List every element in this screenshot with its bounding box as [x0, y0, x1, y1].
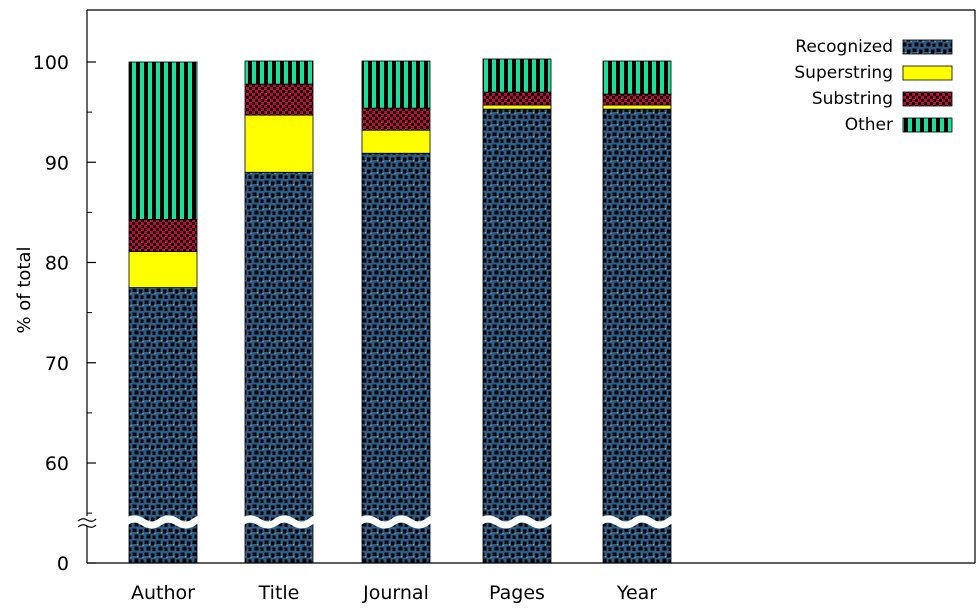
legend-label-recognized: Recognized	[795, 37, 893, 57]
bar-journal-other	[361, 60, 431, 109]
y-axis-label: % of total	[14, 246, 35, 333]
y-tick-label-60: 60	[45, 453, 69, 475]
bar-journal-substring	[361, 107, 431, 131]
x-tick-label-title: Title	[258, 582, 300, 604]
y-axis-break-gap	[79, 516, 93, 526]
bar-journal-superstring	[361, 129, 431, 154]
bar-pages-recognized	[482, 108, 552, 564]
legend-swatch-superstring	[902, 65, 953, 81]
axis-break-journal	[356, 515, 437, 529]
axis-break-title	[239, 515, 320, 529]
axis-break-pages	[477, 515, 558, 529]
legend-swatch-substring	[902, 91, 953, 107]
bar-title-substring	[244, 83, 314, 116]
x-tick-label-pages: Pages	[489, 582, 545, 604]
y-axis-break-mark-lower	[77, 524, 97, 528]
y-axis-break-mark-upper	[77, 518, 97, 522]
bar-pages-superstring	[482, 104, 552, 110]
x-tick-label-year: Year	[616, 582, 657, 604]
bar-year-substring	[602, 93, 672, 106]
legend-label-superstring: Superstring	[794, 63, 893, 83]
bar-pages-substring	[482, 91, 552, 106]
legend-swatch-recognized	[902, 39, 953, 55]
y-tick-label-90: 90	[45, 152, 69, 174]
y-tick-label-70: 70	[45, 353, 69, 375]
y-tick-label-80: 80	[45, 253, 69, 275]
bar-pages-other	[482, 58, 552, 93]
legend-swatch-other	[902, 117, 953, 133]
bar-author-substring	[128, 218, 198, 252]
bar-year-other	[602, 60, 672, 95]
x-tick-label-author: Author	[131, 582, 195, 604]
bar-title-other	[244, 60, 314, 85]
bar-title-recognized	[244, 171, 314, 564]
legend-label-other: Other	[845, 115, 893, 135]
legend-label-substring: Substring	[812, 89, 893, 109]
bar-author-other	[128, 61, 198, 220]
bar-title-superstring	[244, 114, 314, 173]
bar-year-superstring	[602, 104, 672, 110]
bar-author-superstring	[128, 251, 198, 288]
y-tick-label-100: 100	[33, 52, 69, 74]
bar-journal-recognized	[361, 152, 431, 564]
axis-break-year	[597, 515, 678, 529]
axis-break-author	[123, 515, 204, 529]
y-tick-label-0: 0	[57, 553, 69, 575]
x-tick-label-journal: Journal	[362, 582, 429, 604]
bar-year-recognized	[602, 108, 672, 564]
